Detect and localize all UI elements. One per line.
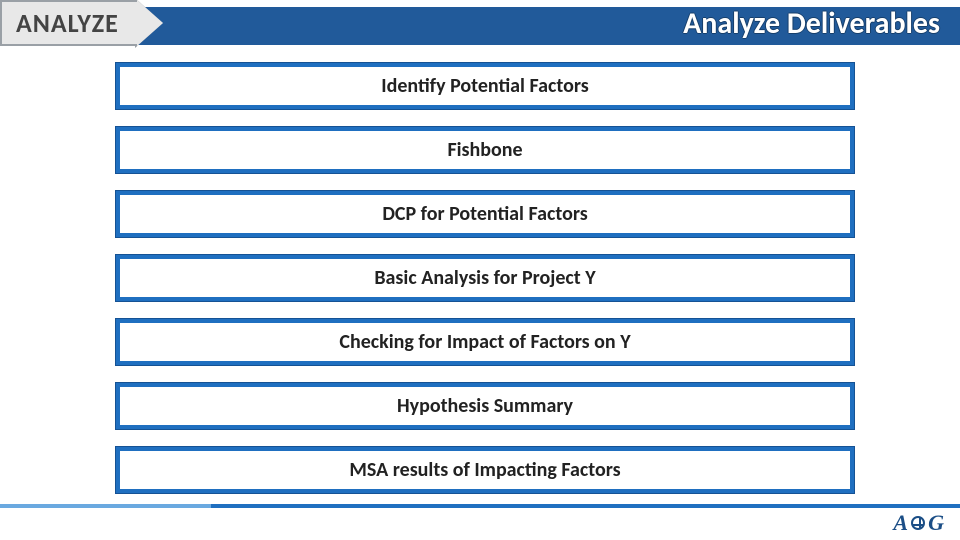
deliverable-list: Identify Potential Factors Fishbone DCP …: [115, 62, 855, 510]
list-item: Identify Potential Factors: [115, 62, 855, 110]
logo-letter-g: G: [928, 510, 944, 536]
header-title-text: Analyze Deliverables: [683, 5, 940, 42]
list-item-label: DCP for Potential Factors: [120, 195, 850, 233]
header-tab-body: ANALYZE: [0, 0, 137, 46]
list-item: Hypothesis Summary: [115, 382, 855, 430]
list-item-label: Basic Analysis for Project Y: [120, 259, 850, 297]
list-item: Checking for Impact of Factors on Y: [115, 318, 855, 366]
list-item: Fishbone: [115, 126, 855, 174]
header-title: Analyze Deliverables: [683, 0, 940, 46]
logo-letter-a: A: [893, 510, 908, 536]
list-item-label: Identify Potential Factors: [120, 67, 850, 105]
list-item-label: MSA results of Impacting Factors: [120, 451, 850, 489]
header-tab: ANALYZE: [0, 0, 163, 46]
slide: ANALYZE Analyze Deliverables Identify Po…: [0, 0, 960, 540]
list-item: DCP for Potential Factors: [115, 190, 855, 238]
list-item: Basic Analysis for Project Y: [115, 254, 855, 302]
chevron-right-icon: [137, 0, 163, 46]
header-tab-label: ANALYZE: [16, 7, 119, 39]
footer-divider: [0, 504, 960, 508]
list-item-label: Fishbone: [120, 131, 850, 169]
globe-icon: [911, 516, 925, 530]
footer-logo: A G: [893, 510, 944, 536]
list-item-label: Hypothesis Summary: [120, 387, 850, 425]
list-item: MSA results of Impacting Factors: [115, 446, 855, 494]
list-item-label: Checking for Impact of Factors on Y: [120, 323, 850, 361]
